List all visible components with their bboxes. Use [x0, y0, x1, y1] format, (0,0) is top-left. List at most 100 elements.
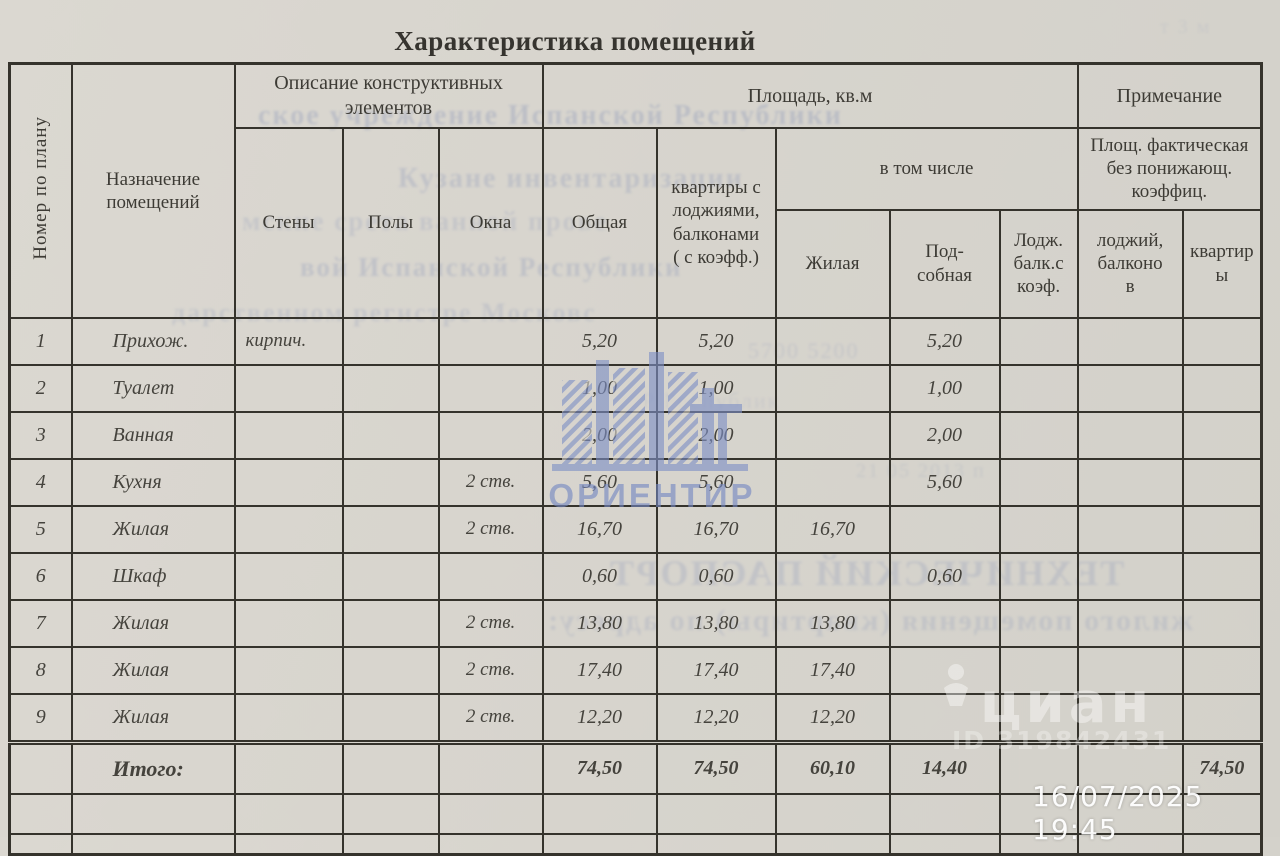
cell-number: 2	[8, 363, 73, 413]
cell-floors	[341, 504, 440, 554]
cell-apartment-area: 0,60	[655, 551, 777, 601]
cell-auxiliary-area: 5,60	[888, 457, 1001, 507]
totals-living-area: 60,10	[774, 739, 891, 795]
cell-loggia-coef	[998, 316, 1079, 366]
cell-purpose: Шкаф	[70, 551, 236, 601]
room-row: 9 Жилая 2 ств. 12,20 12,20 12,20	[8, 692, 1263, 743]
cell-purpose: Жилая	[70, 692, 236, 743]
cell-purpose: Прихож.	[70, 316, 236, 366]
cell-auxiliary-area: 5,20	[888, 316, 1001, 366]
cell-number: 4	[8, 457, 73, 507]
cell-purpose: Жилая	[70, 504, 236, 554]
cell-walls	[233, 692, 344, 743]
cell-number: 6	[8, 551, 73, 601]
room-row: 8 Жилая 2 ств. 17,40 17,40 17,40	[8, 645, 1263, 695]
empty-row	[8, 792, 1263, 835]
cell-apartment-area: 16,70	[655, 504, 777, 554]
cell-auxiliary-area: 1,00	[888, 363, 1001, 413]
cell-floors	[341, 316, 440, 366]
cell-living-area	[774, 410, 891, 460]
cell-windows	[437, 316, 544, 366]
col-header-apartment-area: квартиры с лоджиями, балконами ( с коэфф…	[655, 126, 777, 319]
cell-note-apartment	[1181, 457, 1263, 507]
cell-floors	[341, 457, 440, 507]
cell-note-loggias	[1076, 363, 1184, 413]
cell-note-apartment	[1181, 504, 1263, 554]
cell-apartment-area: 1,00	[655, 363, 777, 413]
cell-walls	[233, 457, 344, 507]
cell-auxiliary-area: 2,00	[888, 410, 1001, 460]
room-row: 5 Жилая 2 ств. 16,70 16,70 16,70	[8, 504, 1263, 554]
cell-auxiliary-area	[888, 504, 1001, 554]
cell-living-area: 17,40	[774, 645, 891, 695]
totals-apartment-area: 74,50	[655, 739, 777, 795]
characteristics-table-wrapper: Номер по плану Назначение помещений Опис…	[8, 62, 1264, 856]
cell-note-loggias	[1076, 316, 1184, 366]
cell-number: 5	[8, 504, 73, 554]
col-group-constructive: Описание конструктивных элементов	[233, 62, 544, 129]
col-group-area: Площадь, кв.м	[541, 62, 1079, 129]
room-row: 1 Прихож. кирпич. 5,20 5,20 5,20	[8, 316, 1263, 366]
cell-number: 9	[8, 692, 73, 743]
characteristics-table: Номер по плану Назначение помещений Опис…	[8, 62, 1264, 856]
cell-purpose: Туалет	[70, 363, 236, 413]
cell-purpose: Кухня	[70, 457, 236, 507]
col-header-living: Жилая	[774, 208, 891, 319]
cell-walls: кирпич.	[233, 316, 344, 366]
room-row: 6 Шкаф 0,60 0,60 0,60	[8, 551, 1263, 601]
cell-total-area: 17,40	[541, 645, 658, 695]
cell-note-loggias	[1076, 504, 1184, 554]
totals-empty-num	[8, 739, 73, 795]
col-group-actual-area: Площ. фактическая без понижающ. коэффиц.	[1076, 126, 1263, 211]
rooms-tbody: 1 Прихож. кирпич. 5,20 5,20 5,20 2 Туале…	[8, 316, 1263, 743]
cell-total-area: 5,60	[541, 457, 658, 507]
cell-apartment-area: 5,20	[655, 316, 777, 366]
table-header: Номер по плану Назначение помещений Опис…	[8, 62, 1263, 319]
cell-living-area	[774, 457, 891, 507]
cell-note-apartment	[1181, 645, 1263, 695]
cell-living-area: 12,20	[774, 692, 891, 743]
totals-note-apartment: 74,50	[1181, 739, 1263, 795]
page-title: Характеристика помещений	[394, 26, 756, 56]
cell-windows	[437, 410, 544, 460]
cell-number: 3	[8, 410, 73, 460]
cell-note-apartment	[1181, 410, 1263, 460]
summary-tbody: Итого: 74,50 74,50 60,10 14,40 74,50	[8, 739, 1263, 855]
col-group-note: Примечание	[1076, 62, 1263, 129]
col-header-loggia-coef: Лодж. балк.с коэф.	[998, 208, 1079, 319]
cell-windows	[437, 363, 544, 413]
cell-note-loggias	[1076, 457, 1184, 507]
col-header-windows: Окна	[437, 126, 544, 319]
cell-total-area: 1,00	[541, 363, 658, 413]
cell-auxiliary-area	[888, 645, 1001, 695]
col-header-number: Номер по плану	[8, 62, 73, 319]
cell-living-area	[774, 363, 891, 413]
cell-living-area	[774, 316, 891, 366]
cell-windows: 2 ств.	[437, 692, 544, 743]
cell-floors	[341, 551, 440, 601]
cell-total-area: 16,70	[541, 504, 658, 554]
col-header-total-area: Общая	[541, 126, 658, 319]
cell-total-area: 12,20	[541, 692, 658, 743]
col-header-floors: Полы	[341, 126, 440, 319]
cell-loggia-coef	[998, 457, 1079, 507]
cell-walls	[233, 504, 344, 554]
cell-total-area: 0,60	[541, 551, 658, 601]
cell-total-area: 5,20	[541, 316, 658, 366]
ghost-line: т 3 м	[1160, 16, 1212, 38]
cell-loggia-coef	[998, 363, 1079, 413]
cell-total-area: 2,00	[541, 410, 658, 460]
cell-windows: 2 ств.	[437, 598, 544, 648]
cell-auxiliary-area: 0,60	[888, 551, 1001, 601]
cell-walls	[233, 598, 344, 648]
totals-total-area: 74,50	[541, 739, 658, 795]
col-group-including: в том числе	[774, 126, 1079, 211]
cell-apartment-area: 2,00	[655, 410, 777, 460]
cell-apartment-area: 13,80	[655, 598, 777, 648]
cell-walls	[233, 363, 344, 413]
cell-floors	[341, 598, 440, 648]
cell-walls	[233, 551, 344, 601]
cell-number: 8	[8, 645, 73, 695]
cell-windows: 2 ств.	[437, 504, 544, 554]
